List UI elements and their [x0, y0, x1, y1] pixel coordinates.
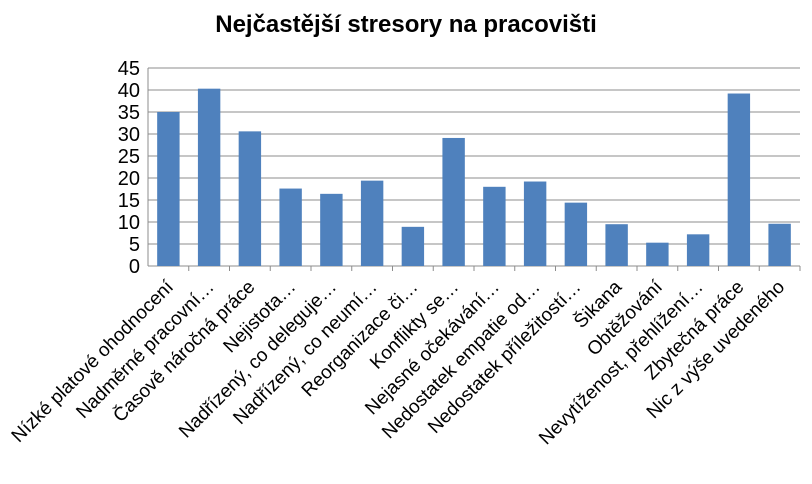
bar: [157, 112, 180, 266]
bar: [646, 242, 669, 266]
bar: [686, 234, 710, 266]
bar: [605, 224, 628, 266]
chart-title: Nejčastější stresory na pracovišti: [215, 11, 597, 38]
y-tick-label: 25: [118, 146, 140, 168]
bar: [483, 186, 506, 266]
bar: [238, 131, 262, 266]
bar: [197, 88, 221, 267]
bars: [157, 88, 791, 267]
bar: [727, 93, 751, 267]
y-tick-label: 20: [118, 168, 140, 190]
bar: [320, 193, 343, 266]
y-tick-label: 10: [118, 212, 140, 234]
bar: [564, 202, 588, 266]
y-tick-label: 5: [129, 234, 140, 256]
y-tick-label: 35: [118, 102, 140, 124]
bar: [523, 181, 547, 266]
y-tick-label: 0: [129, 256, 140, 278]
y-tick-label: 40: [118, 80, 140, 102]
x-tick-label: Nízké platové ohodnocení: [8, 276, 179, 447]
bar: [768, 223, 791, 266]
y-tick-label: 15: [118, 190, 140, 212]
bar: [360, 180, 384, 266]
y-tick-label: 45: [118, 58, 140, 80]
bar: [442, 137, 465, 266]
bar: [401, 226, 425, 266]
bar: [279, 188, 302, 266]
y-tick-label: 30: [118, 124, 140, 146]
